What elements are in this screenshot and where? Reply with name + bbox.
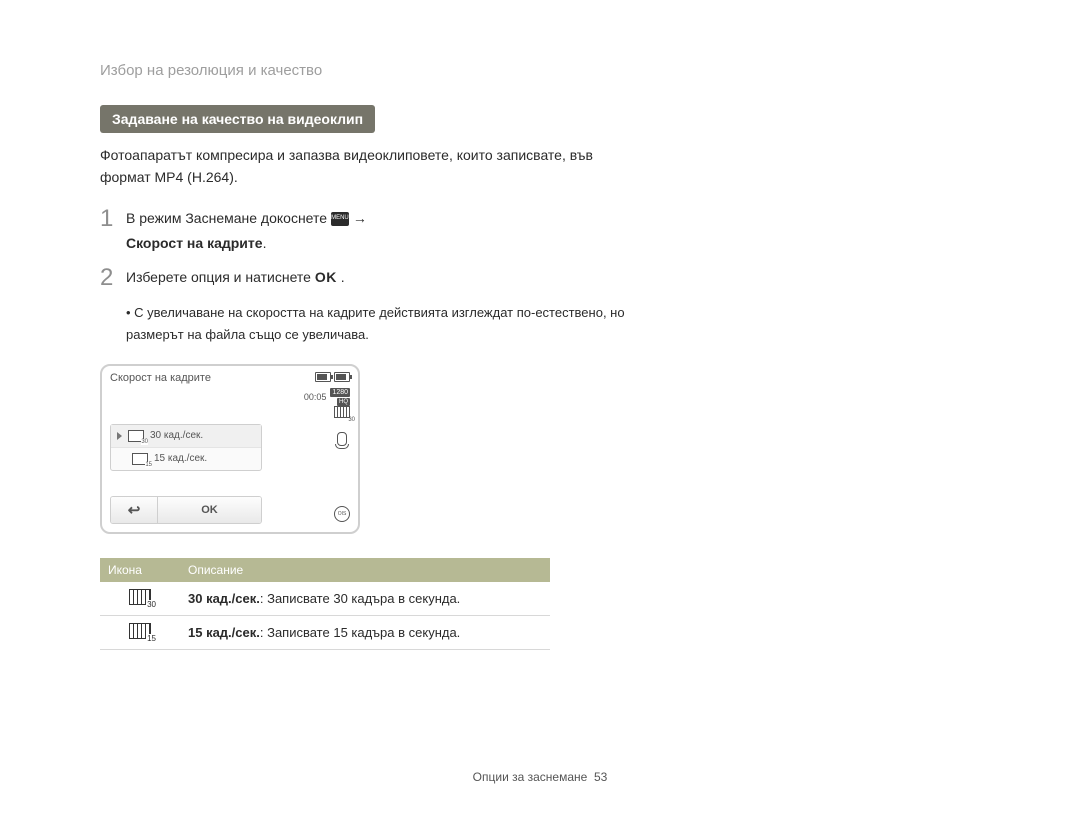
step2-period: . bbox=[337, 269, 345, 285]
ok-button[interactable]: OK bbox=[158, 497, 261, 523]
option-label: 30 кад./сек. bbox=[150, 430, 203, 441]
step-number: 1 bbox=[100, 206, 126, 255]
option-label: 15 кад./сек. bbox=[154, 453, 207, 464]
row-rest: : Записвате 15 кадъра в секунда. bbox=[260, 625, 460, 640]
col-icon: Икона bbox=[100, 558, 180, 582]
framerate-icon: 30 bbox=[128, 430, 144, 442]
resolution-badge: 1280 bbox=[330, 388, 350, 397]
battery-indicators bbox=[315, 372, 350, 382]
row-rest: : Записвате 30 кадъра в секунда. bbox=[260, 591, 460, 606]
table-row: 15 15 кад./сек.: Записвате 15 кадъра в с… bbox=[100, 615, 550, 649]
intro-text: Фотоапаратът компресира и запазва видеок… bbox=[100, 145, 600, 188]
framerate-icon: 15 bbox=[132, 453, 148, 465]
arrow: → bbox=[353, 210, 367, 226]
fps-sub: 30 bbox=[348, 417, 355, 423]
battery-icon bbox=[334, 372, 350, 382]
hq-badge: HQ bbox=[337, 398, 350, 406]
table-row: 30 30 кад./сек.: Записвате 30 кадъра в с… bbox=[100, 582, 550, 616]
screen-title: Скорост на кадрите bbox=[110, 372, 350, 384]
step2-bullet: С увеличаване на скоростта на кадрите де… bbox=[126, 302, 626, 346]
step1-period: . bbox=[263, 235, 267, 251]
page-footer: Опции за заснемане 53 bbox=[0, 770, 1080, 784]
footer-label: Опции за заснемане bbox=[473, 770, 588, 784]
rec-time: 00:05 bbox=[304, 392, 327, 402]
ois-icon: OIS bbox=[334, 506, 350, 522]
option-30fps[interactable]: 30 30 кад./сек. bbox=[111, 425, 261, 448]
step-number: 2 bbox=[100, 265, 126, 291]
microphone-icon bbox=[337, 432, 347, 446]
step1-bold: Скорост на кадрите bbox=[126, 235, 263, 251]
framerate-icon: 30 bbox=[129, 589, 151, 605]
selected-icon bbox=[117, 432, 122, 440]
option-15fps[interactable]: 15 15 кад./сек. bbox=[111, 448, 261, 470]
section-heading: Задаване на качество на видеоклип bbox=[100, 105, 375, 133]
menu-icon: MENU bbox=[331, 212, 349, 226]
battery-icon bbox=[315, 372, 331, 382]
step-2: 2 Изберете опция и натиснете OK . bbox=[100, 265, 640, 291]
step1-text: В режим Заснемане докоснете bbox=[126, 210, 331, 226]
col-description: Описание bbox=[180, 558, 550, 582]
back-button[interactable]: ↩ bbox=[111, 497, 158, 523]
row-bold: 15 кад./сек. bbox=[188, 625, 260, 640]
page-number: 53 bbox=[594, 770, 607, 784]
step2-text: Изберете опция и натиснете bbox=[126, 269, 315, 285]
row-bold: 30 кад./сек. bbox=[188, 591, 260, 606]
framerate-icon: 15 bbox=[129, 623, 151, 639]
ok-icon: OK bbox=[315, 269, 337, 285]
step-1: 1 В режим Заснемане докоснете MENU → Ско… bbox=[100, 206, 640, 255]
framerate-options: 30 30 кад./сек. 15 15 кад./сек. bbox=[110, 424, 262, 471]
breadcrumb: Избор на резолюция и качество bbox=[100, 62, 990, 79]
camera-screen: Скорост на кадрите 00:05 1280 HQ 30 OIS … bbox=[100, 364, 360, 534]
icon-description-table: Икона Описание 30 30 кад./сек.: Записват… bbox=[100, 558, 550, 650]
